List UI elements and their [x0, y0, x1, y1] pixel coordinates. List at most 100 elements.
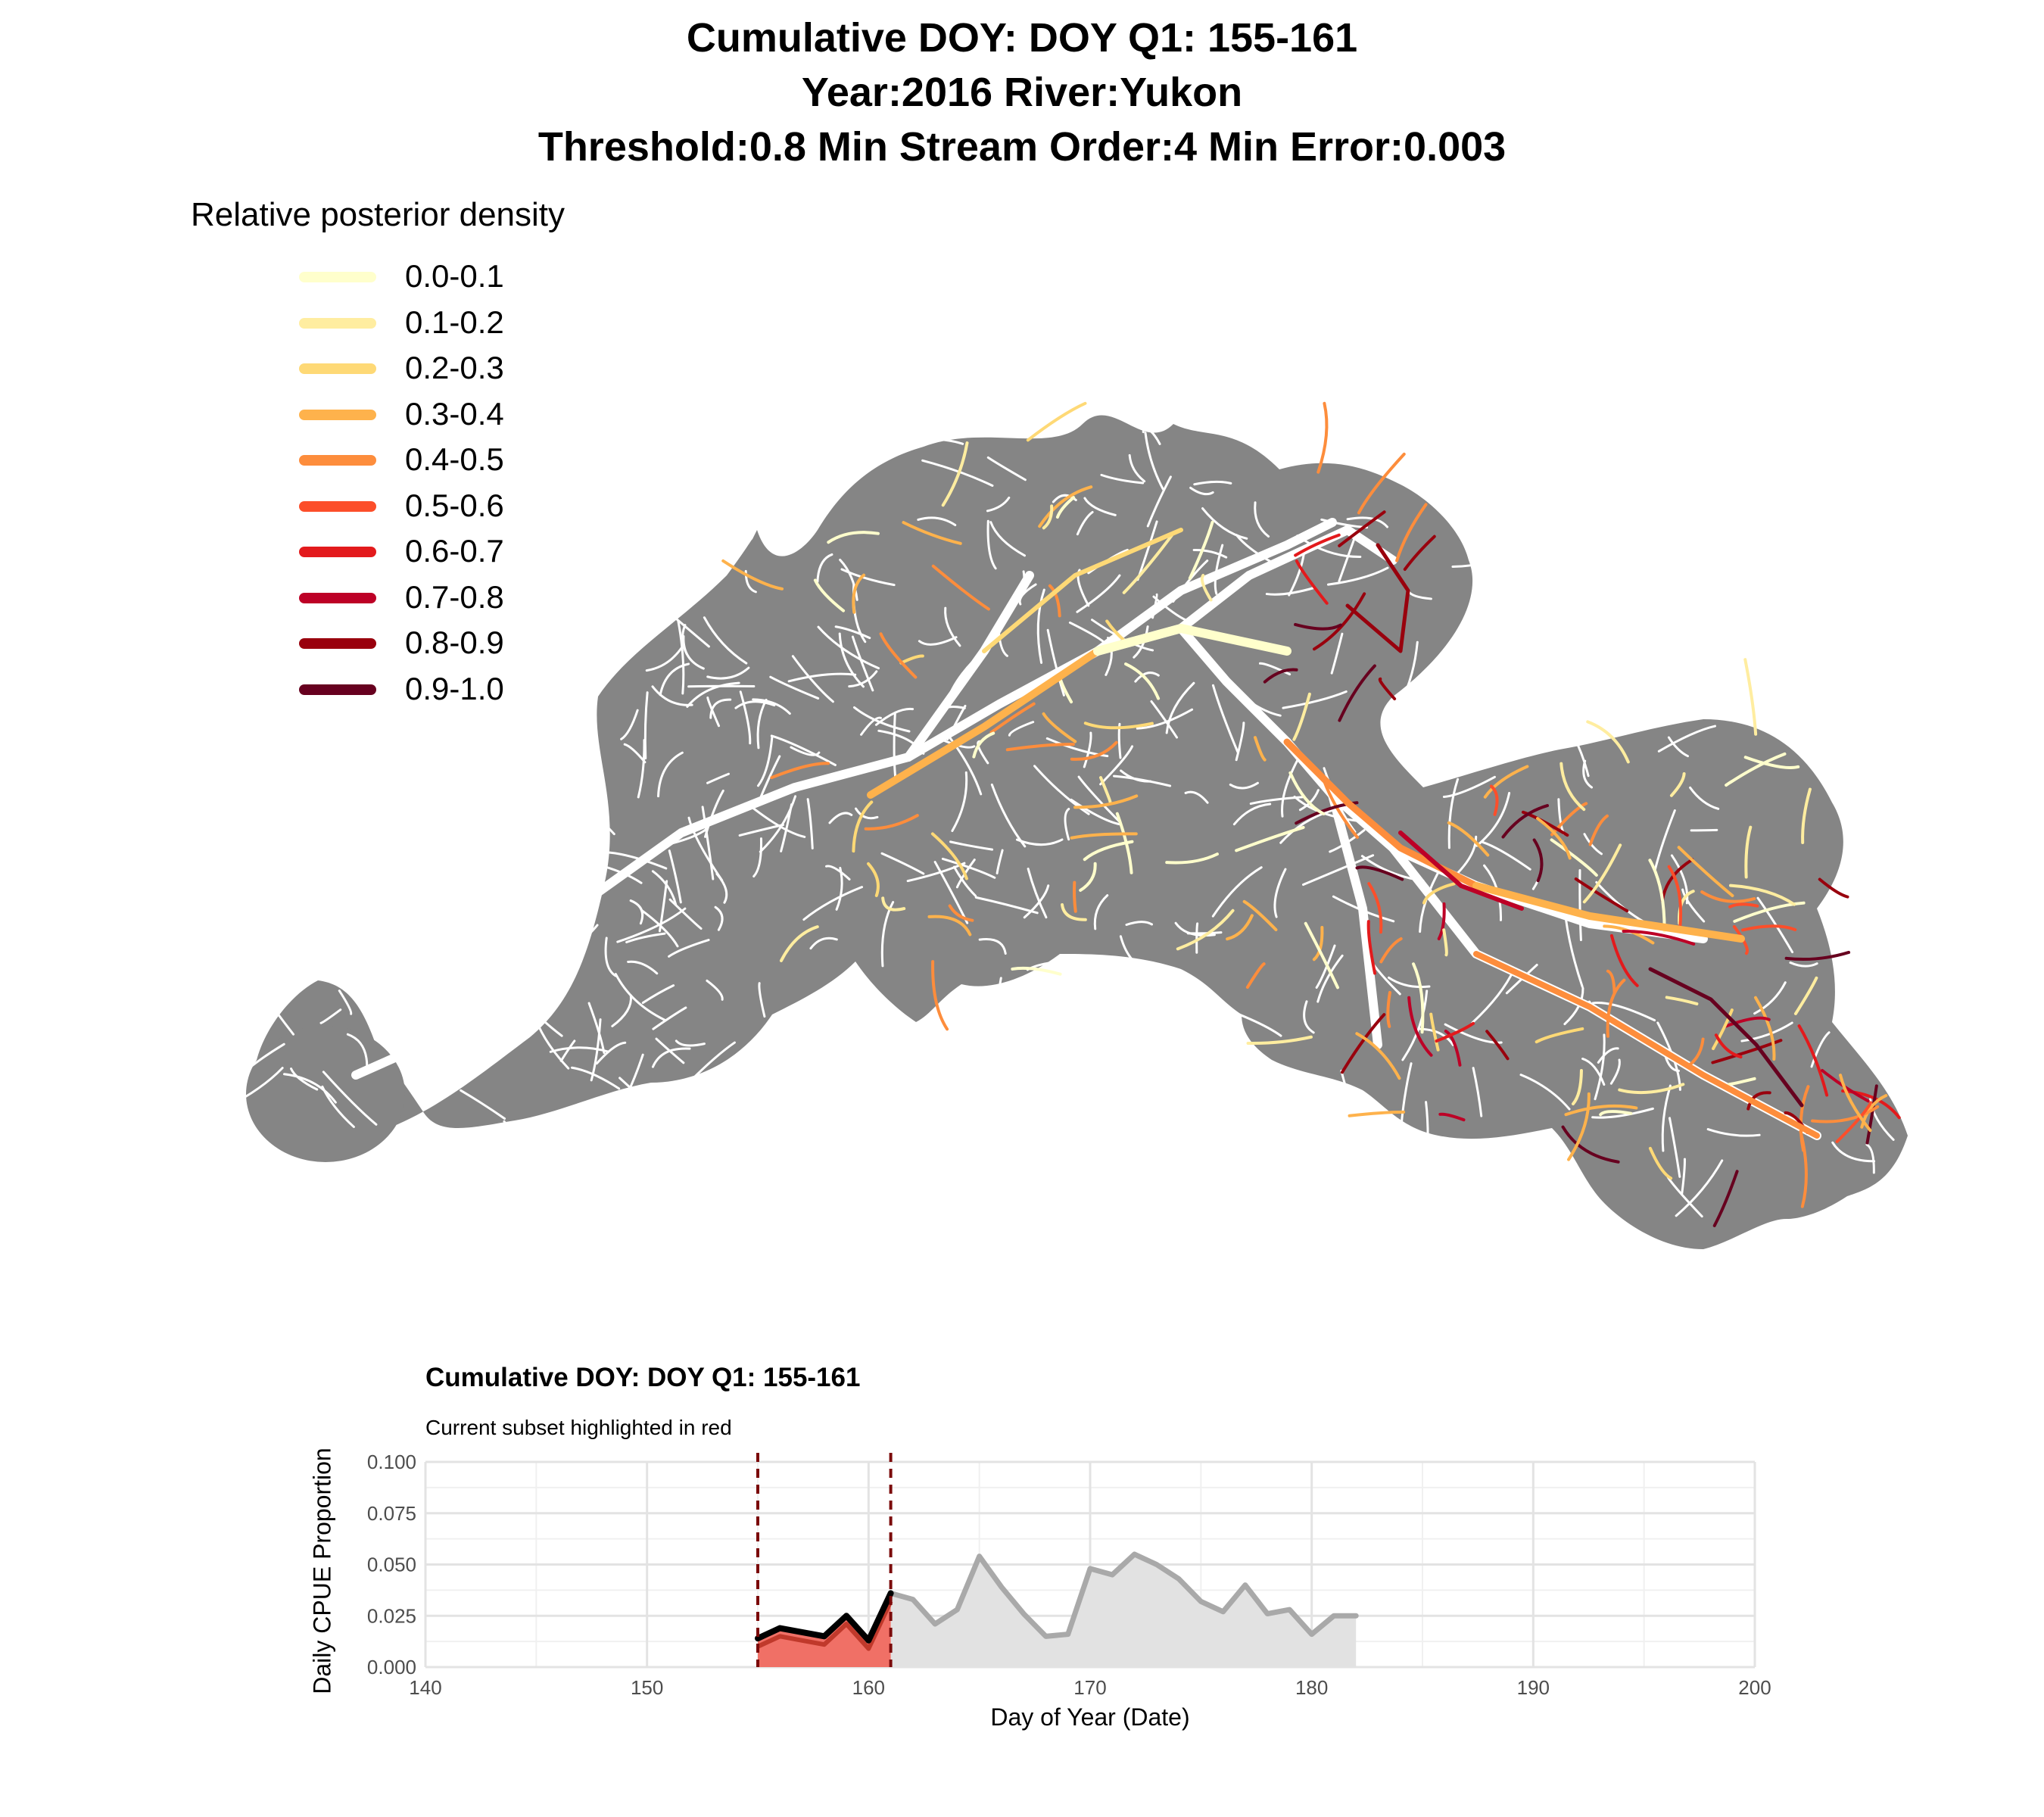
map-title-line-3: Threshold:0.8 Min Stream Order:4 Min Err… [537, 124, 1507, 170]
stream [319, 1008, 342, 1024]
colored-stream [1122, 534, 1173, 594]
colored-stream [1599, 1110, 1633, 1117]
colored-stream [1811, 1105, 1880, 1124]
y-tick-label: 0.100 [367, 1451, 416, 1473]
stream [1184, 790, 1209, 804]
yukon-basin-map [225, 401, 1908, 1249]
legend-item: 0.0-0.1 [299, 254, 602, 299]
colored-stream [972, 731, 996, 759]
stream [1753, 981, 1787, 1015]
stream [1070, 798, 1122, 826]
stream [637, 739, 646, 799]
data-point [1066, 1632, 1070, 1636]
stream [1591, 1002, 1656, 1022]
stream [1442, 775, 1496, 798]
colored-main-stem [982, 528, 1183, 653]
stream [1150, 700, 1179, 739]
stream [460, 1089, 506, 1120]
colored-stream [1412, 962, 1425, 1034]
stream [791, 655, 834, 703]
colored-stream [1743, 658, 1758, 736]
stream [809, 937, 838, 950]
colored-stream [927, 915, 972, 937]
colored-stream [1567, 1092, 1591, 1161]
legend-label: 0.7-0.8 [405, 578, 504, 615]
colored-stream [1437, 902, 1446, 940]
data-point [1332, 1614, 1335, 1618]
y-tick-label: 0.000 [367, 1656, 416, 1678]
stream [996, 849, 1004, 874]
stream [1083, 497, 1117, 516]
colored-stream [941, 441, 969, 507]
chart-areas [758, 1554, 1357, 1667]
data-point [845, 1614, 849, 1618]
data-point [1044, 1635, 1048, 1638]
colored-stream [1571, 1069, 1583, 1106]
stream [1689, 786, 1720, 810]
stream [1609, 1058, 1621, 1085]
stream [1018, 583, 1037, 606]
colored-stream [1099, 776, 1112, 803]
colored-stream [1188, 520, 1214, 580]
stream [1653, 809, 1676, 873]
stream [562, 780, 615, 836]
stream [1690, 828, 1718, 832]
stream [1119, 935, 1151, 974]
colored-stream [1561, 1125, 1620, 1164]
stream [651, 870, 678, 905]
colored-stream [930, 832, 968, 880]
stream [1578, 868, 1582, 942]
legend-item: 0.1-0.2 [299, 300, 602, 345]
stream [1657, 725, 1717, 753]
data-point [867, 1638, 871, 1642]
colored-stream [1348, 1110, 1406, 1117]
stream [595, 1041, 627, 1065]
colored-stream [1754, 996, 1776, 1061]
colored-stream [1312, 592, 1366, 651]
colored-stream [1176, 908, 1235, 951]
colored-stream [1712, 1008, 1734, 1051]
stream [946, 704, 967, 741]
x-tick-label: 180 [1295, 1676, 1328, 1699]
colored-stream [899, 654, 924, 665]
data-point [933, 1622, 937, 1626]
stream [1117, 722, 1122, 759]
stream [838, 632, 865, 688]
colored-stream [1622, 929, 1696, 946]
colored-stream [1582, 843, 1622, 904]
stream [1475, 792, 1511, 847]
colored-stream [1429, 1012, 1440, 1052]
stream [1706, 1128, 1761, 1137]
stream [1399, 1062, 1413, 1133]
colored-stream [1442, 928, 1448, 957]
stream [955, 859, 976, 889]
colored-stream [1073, 794, 1139, 809]
colored-main-stem [1345, 543, 1410, 653]
stream [942, 739, 976, 749]
stream [1681, 888, 1706, 923]
data-point [955, 1608, 959, 1612]
stream [1675, 1159, 1724, 1217]
stream [225, 1043, 285, 1089]
colored-stream [1438, 1112, 1466, 1122]
stream [529, 1005, 563, 1037]
colored-stream [1115, 812, 1133, 874]
stream [787, 672, 857, 683]
rest-area [890, 1554, 1357, 1667]
stream [951, 771, 968, 832]
colored-stream [1728, 902, 1759, 908]
colored-stream [1559, 762, 1586, 812]
chart-tick-labels: 140 150 160 170 180 190 200 0.000 0.025 0.050 0.07… [367, 1451, 1771, 1699]
colored-stream [1403, 535, 1436, 571]
colored-stream [1070, 740, 1118, 761]
stream [758, 982, 766, 1018]
colored-stream [852, 800, 874, 853]
stream [641, 984, 675, 1005]
stream [986, 519, 997, 570]
stream [253, 976, 295, 1036]
colored-stream [931, 960, 949, 1031]
stream [225, 1067, 284, 1109]
stream [739, 690, 752, 745]
colored-stream [1357, 452, 1406, 515]
